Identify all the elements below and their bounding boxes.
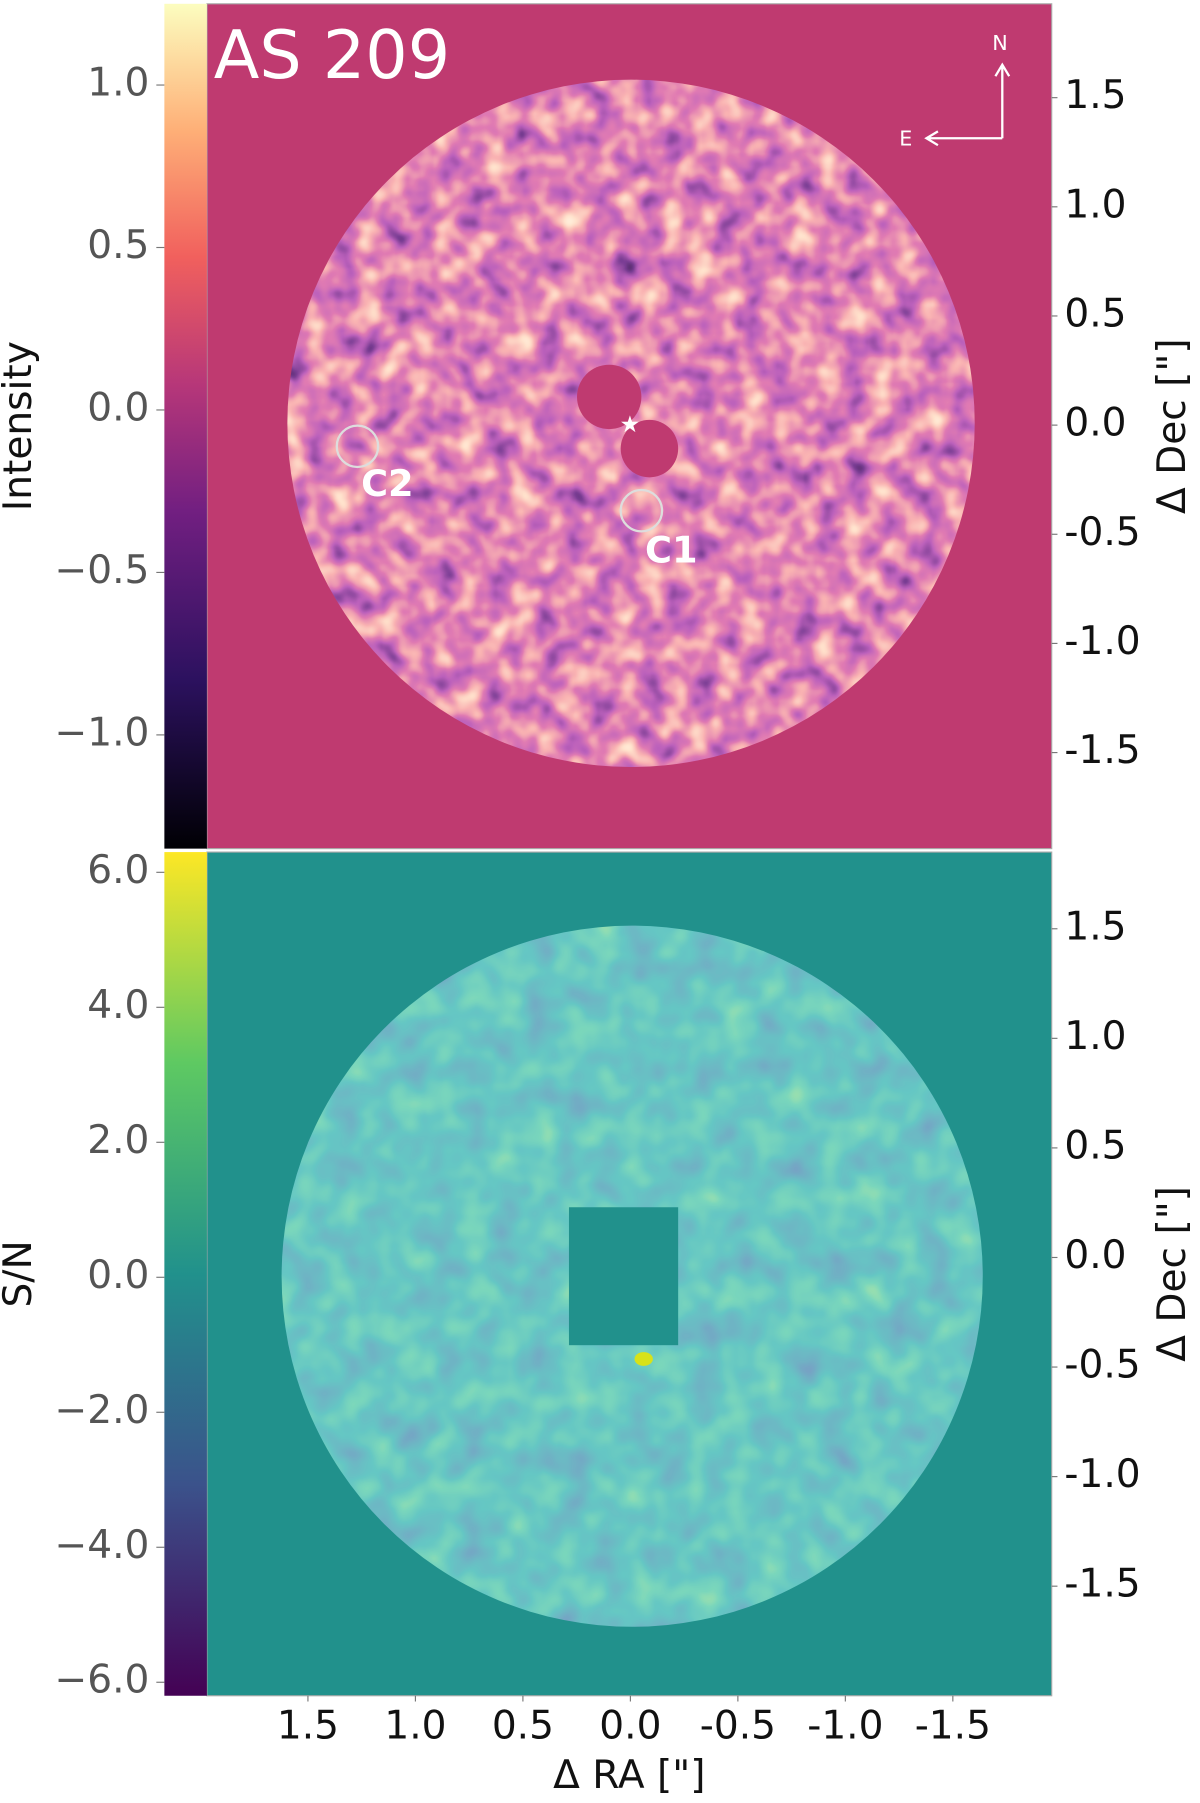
colorbar — [164, 852, 207, 1696]
colorbar-label: Intensity — [0, 341, 41, 511]
mask — [577, 364, 642, 430]
companion-circle — [335, 424, 380, 469]
compass-label: E — [899, 126, 912, 150]
colorbar-axis: 6.0 4.0 2.0 0.0 −2.0 −4.0 −6.0 — [55, 848, 165, 1703]
colorbar-tick-label: −6.0 — [55, 1658, 150, 1703]
image-residuals — [287, 79, 975, 768]
y-axis-label: Δ Dec ["] — [1150, 1186, 1195, 1362]
compass-arrows — [924, 62, 1011, 147]
annotation: C2 — [361, 462, 414, 505]
colorbar-tick-label: −0.5 — [55, 548, 150, 593]
star-marker: ★ — [620, 412, 641, 438]
x-tick-label: 1.0 — [384, 1703, 446, 1748]
x-axis-label: Δ RA ["] — [553, 1753, 705, 1798]
mask — [620, 419, 679, 478]
compass-label: N — [992, 31, 1007, 55]
y-tick-label: 1.5 — [1064, 73, 1126, 118]
colorbar-axis: 1.0 0.5 0.0 −0.5 −1.0 — [55, 61, 165, 755]
x-tick-label: 0.0 — [599, 1703, 661, 1748]
y-tick-label: 1.0 — [1064, 1014, 1126, 1059]
colorbar-tick-label: 1.0 — [87, 61, 149, 106]
y-tick-label: 0.5 — [1064, 1123, 1126, 1168]
y-tick-label: 1.0 — [1064, 182, 1126, 227]
panel-intensity: ★ C1 C2 AS 209 N E — [206, 3, 1053, 850]
y-tick-label: -1.5 — [1064, 728, 1140, 773]
y-tick-label: 1.5 — [1064, 904, 1126, 949]
annotation: C1 — [645, 529, 698, 572]
y-tick-label: -0.5 — [1064, 510, 1140, 555]
x-tick-label: 0.5 — [492, 1703, 554, 1748]
colorbar-tick-label: 0.0 — [87, 1253, 149, 1298]
x-tick-label: -0.5 — [700, 1703, 776, 1748]
colorbar — [164, 3, 207, 849]
colorbar-tick-label: −1.0 — [55, 710, 150, 755]
y-tick-label: -1.0 — [1064, 619, 1140, 664]
y-tick-label: -1.5 — [1064, 1562, 1140, 1607]
colorbar-label: S/N — [0, 1240, 41, 1307]
companion-circle — [619, 488, 664, 533]
colorbar-tick-label: 6.0 — [87, 848, 149, 893]
x-tick-label: -1.5 — [915, 1703, 991, 1748]
colorbar-tick-label: 0.0 — [87, 385, 149, 430]
colorbar-tick-label: −2.0 — [55, 1388, 150, 1433]
y-tick-label: 0.5 — [1064, 291, 1126, 336]
colorbar-tick-label: 2.0 — [87, 1118, 149, 1163]
y-axis-label: Δ Dec ["] — [1150, 338, 1195, 514]
y-tick-label: 0.0 — [1064, 1233, 1126, 1278]
colorbar-tick-label: 4.0 — [87, 983, 149, 1028]
y-tick-label: 0.0 — [1064, 401, 1126, 446]
title: AS 209 — [214, 16, 450, 94]
snr-peak — [634, 1352, 653, 1366]
y-tick-label: -1.0 — [1064, 1452, 1140, 1497]
panel-snr — [206, 851, 1053, 1697]
x-tick-label: -1.0 — [807, 1703, 883, 1748]
x-tick-label: 1.5 — [277, 1703, 339, 1748]
y-tick-label: -0.5 — [1064, 1343, 1140, 1388]
mask — [568, 1207, 679, 1346]
colorbar-tick-label: −4.0 — [55, 1523, 150, 1568]
colorbar-tick-label: 0.5 — [87, 223, 149, 268]
